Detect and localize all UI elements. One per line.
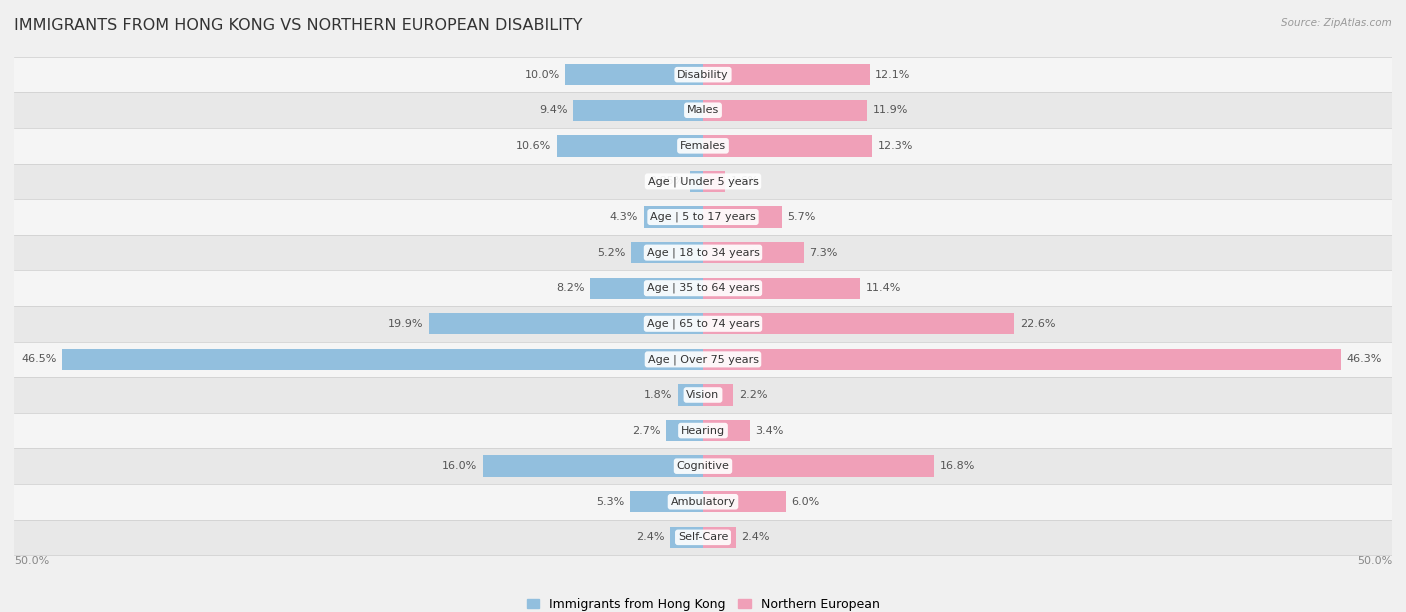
Text: Age | Under 5 years: Age | Under 5 years (648, 176, 758, 187)
Bar (14, 306, 1392, 341)
Bar (666, 420, 703, 441)
Bar (482, 455, 703, 477)
Text: 6.0%: 6.0% (792, 497, 820, 507)
Text: 5.2%: 5.2% (598, 248, 626, 258)
Text: Cognitive: Cognitive (676, 461, 730, 471)
Text: 3.4%: 3.4% (755, 425, 783, 436)
Text: 12.3%: 12.3% (877, 141, 914, 151)
Text: 10.0%: 10.0% (524, 70, 560, 80)
Text: 5.7%: 5.7% (787, 212, 815, 222)
Bar (14, 377, 1392, 412)
Text: Vision: Vision (686, 390, 720, 400)
Text: 50.0%: 50.0% (14, 556, 49, 566)
Text: 19.9%: 19.9% (388, 319, 423, 329)
Bar (703, 420, 749, 441)
Text: 46.3%: 46.3% (1347, 354, 1382, 364)
Bar (690, 171, 703, 192)
Text: Age | 18 to 34 years: Age | 18 to 34 years (647, 247, 759, 258)
Bar (14, 412, 1392, 449)
Bar (703, 491, 786, 512)
Bar (703, 349, 1341, 370)
Bar (14, 200, 1392, 235)
Bar (14, 271, 1392, 306)
Text: 5.3%: 5.3% (596, 497, 624, 507)
Bar (14, 341, 1392, 377)
Text: 22.6%: 22.6% (1019, 319, 1056, 329)
Text: 1.6%: 1.6% (731, 176, 759, 187)
Text: 16.8%: 16.8% (941, 461, 976, 471)
Bar (703, 384, 734, 406)
Bar (557, 135, 703, 157)
Text: 4.3%: 4.3% (610, 212, 638, 222)
Bar (703, 135, 873, 157)
Text: Disability: Disability (678, 70, 728, 80)
Text: Age | 5 to 17 years: Age | 5 to 17 years (650, 212, 756, 222)
Legend: Immigrants from Hong Kong, Northern European: Immigrants from Hong Kong, Northern Euro… (522, 593, 884, 612)
Text: Self-Care: Self-Care (678, 532, 728, 542)
Bar (703, 277, 860, 299)
Text: 10.6%: 10.6% (516, 141, 551, 151)
Text: 11.4%: 11.4% (866, 283, 901, 293)
Bar (678, 384, 703, 406)
Bar (630, 491, 703, 512)
Bar (62, 349, 703, 370)
Text: Age | 35 to 64 years: Age | 35 to 64 years (647, 283, 759, 294)
Text: Source: ZipAtlas.com: Source: ZipAtlas.com (1281, 18, 1392, 28)
Text: 2.4%: 2.4% (741, 532, 770, 542)
Text: 2.4%: 2.4% (636, 532, 665, 542)
Text: 1.8%: 1.8% (644, 390, 672, 400)
Text: 50.0%: 50.0% (1357, 556, 1392, 566)
Bar (14, 235, 1392, 271)
Text: 11.9%: 11.9% (873, 105, 908, 115)
Text: Females: Females (681, 141, 725, 151)
Bar (703, 455, 935, 477)
Bar (14, 520, 1392, 555)
Bar (565, 64, 703, 85)
Text: Hearing: Hearing (681, 425, 725, 436)
Bar (703, 171, 725, 192)
Bar (429, 313, 703, 335)
Text: Age | Over 75 years: Age | Over 75 years (648, 354, 758, 365)
Bar (14, 449, 1392, 484)
Text: Age | 65 to 74 years: Age | 65 to 74 years (647, 318, 759, 329)
Text: 16.0%: 16.0% (441, 461, 477, 471)
Bar (591, 277, 703, 299)
Text: 9.4%: 9.4% (540, 105, 568, 115)
Text: 46.5%: 46.5% (21, 354, 56, 364)
Bar (669, 527, 703, 548)
Text: Males: Males (688, 105, 718, 115)
Bar (14, 163, 1392, 200)
Bar (703, 313, 1014, 335)
Bar (703, 64, 870, 85)
Bar (14, 128, 1392, 163)
Bar (644, 206, 703, 228)
Bar (703, 527, 737, 548)
Text: 8.2%: 8.2% (555, 283, 585, 293)
Text: 7.3%: 7.3% (808, 248, 838, 258)
Text: 12.1%: 12.1% (875, 70, 911, 80)
Bar (14, 92, 1392, 128)
Bar (631, 242, 703, 263)
Bar (574, 100, 703, 121)
Bar (703, 100, 868, 121)
Bar (14, 57, 1392, 92)
Text: Ambulatory: Ambulatory (671, 497, 735, 507)
Bar (703, 242, 804, 263)
Text: 0.95%: 0.95% (650, 176, 685, 187)
Text: IMMIGRANTS FROM HONG KONG VS NORTHERN EUROPEAN DISABILITY: IMMIGRANTS FROM HONG KONG VS NORTHERN EU… (14, 18, 582, 34)
Bar (14, 484, 1392, 520)
Text: 2.7%: 2.7% (631, 425, 661, 436)
Text: 2.2%: 2.2% (738, 390, 768, 400)
Bar (703, 206, 782, 228)
